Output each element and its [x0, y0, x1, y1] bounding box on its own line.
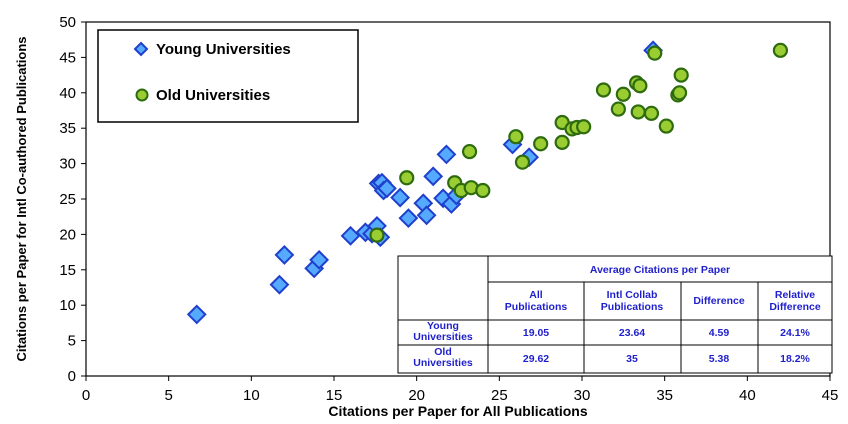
x-tick-label: 35 — [656, 387, 673, 404]
data-points — [186, 40, 789, 325]
y-axis-title: Citations per Paper for Intl Co-authored… — [14, 36, 29, 361]
y-tick-label: 35 — [59, 120, 76, 137]
old-university-point — [475, 182, 491, 199]
old-university-point — [673, 67, 689, 83]
table-row-young-label: Young Universities — [413, 320, 473, 343]
y-tick-label: 45 — [59, 49, 76, 66]
table-cell: 4.59 — [709, 327, 730, 339]
table-frame — [397, 255, 833, 374]
young-university-point — [390, 187, 411, 208]
table-cell: 29.62 — [523, 353, 549, 365]
young-university-point — [376, 178, 397, 199]
x-tick-label: 10 — [243, 387, 260, 404]
old-university-point — [647, 45, 663, 61]
young-university-point — [309, 249, 330, 270]
old-university-point — [576, 119, 592, 135]
x-tick-label: 20 — [408, 387, 425, 404]
old-university-point — [632, 78, 648, 94]
x-tick-label: 0 — [82, 387, 90, 404]
y-tick-label: 50 — [59, 14, 76, 31]
old-university-point — [658, 118, 674, 134]
y-tick-label: 40 — [59, 85, 76, 102]
y-tick-label: 5 — [68, 333, 76, 350]
y-tick-label: 25 — [59, 191, 76, 208]
young-university-point — [274, 245, 295, 265]
legend: Young Universities Old Universities — [97, 29, 359, 123]
table-cell: 19.05 — [523, 327, 549, 339]
x-axis-title: Citations per Paper for All Publications — [328, 403, 588, 419]
y-tick-label: 30 — [59, 156, 76, 173]
young-university-point — [186, 304, 207, 325]
table-cell: 18.2% — [780, 353, 810, 365]
x-tick-label: 40 — [739, 387, 756, 404]
old-university-point — [399, 170, 415, 186]
x-axis-ticks: 0 5 10 15 20 25 30 35 40 45 — [82, 376, 839, 404]
old-university-point — [533, 136, 549, 152]
x-tick-label: 15 — [326, 387, 343, 404]
young-university-point — [340, 225, 361, 246]
y-tick-label: 0 — [68, 368, 76, 385]
young-university-point — [416, 205, 437, 226]
old-university-point — [630, 104, 646, 120]
table-col-all-pubs: All Publications — [505, 289, 568, 313]
old-university-point — [369, 227, 385, 243]
old-university-point — [671, 85, 688, 101]
old-university-point — [554, 134, 570, 150]
old-university-point — [643, 105, 660, 121]
y-tick-label: 20 — [59, 226, 76, 243]
summary-table: Average Citations per Paper All Publicati… — [397, 255, 833, 374]
young-university-point — [398, 208, 419, 229]
old-university-point — [508, 129, 524, 145]
legend-label-young: Young Universities — [156, 41, 291, 58]
young-university-point — [436, 144, 457, 165]
x-tick-label: 45 — [822, 387, 839, 404]
x-tick-label: 25 — [491, 387, 508, 404]
old-university-point — [772, 42, 789, 58]
table-cell: 35 — [626, 353, 638, 365]
table-cell: 24.1% — [780, 327, 810, 339]
old-university-point — [514, 154, 531, 170]
old-university-point — [595, 82, 612, 98]
legend-marker-old — [135, 88, 149, 102]
old-university-point — [615, 86, 631, 102]
young-university-point — [269, 274, 290, 295]
x-tick-label: 5 — [164, 387, 172, 404]
table-row-old-label: Old Universities — [413, 346, 473, 369]
table-col-difference: Difference — [693, 295, 745, 307]
table-cell: 23.64 — [619, 327, 645, 339]
legend-marker-young — [133, 41, 149, 57]
y-tick-label: 10 — [59, 297, 76, 314]
y-axis-ticks: 0 5 10 15 20 25 30 35 40 45 50 — [59, 14, 86, 385]
table-cell: 5.38 — [709, 353, 730, 365]
old-university-point — [610, 101, 626, 117]
table-col-relative-difference: Relative Difference — [769, 289, 821, 313]
old-university-point — [461, 143, 478, 160]
table-col-intl-collab: Intl Collab Publications — [601, 289, 664, 313]
legend-label-old: Old Universities — [156, 87, 270, 104]
table-title: Average Citations per Paper — [590, 264, 730, 276]
y-tick-label: 15 — [59, 262, 76, 279]
x-tick-label: 30 — [574, 387, 591, 404]
young-university-point — [423, 166, 444, 187]
